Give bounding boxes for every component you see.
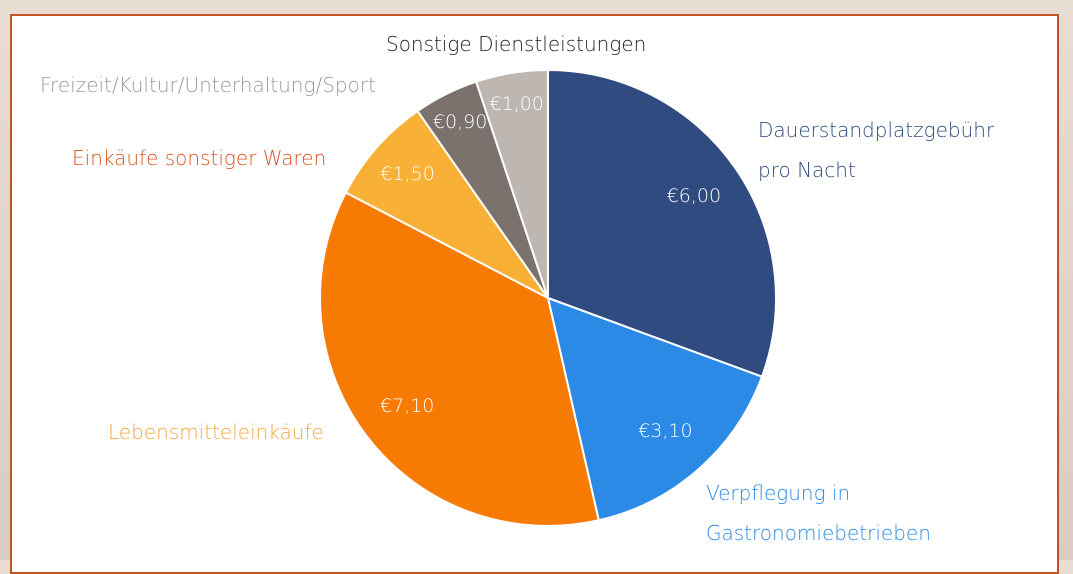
pie-chart: €6,00 €3,10 €7,10 €1,50 €0,90€1,00	[319, 68, 777, 527]
category-label: Verpflegung in Gastronomiebetrieben	[706, 481, 931, 545]
category-label: Freizeit/Kultur/Unterhaltung/Sport	[40, 73, 376, 97]
value-label: €1,00	[490, 93, 544, 115]
pie-slice	[474, 68, 549, 299]
value-label: €1,50	[380, 163, 434, 185]
value-label: €0,90	[433, 111, 487, 133]
category-label: Einkäufe sonstiger Waren	[72, 146, 327, 170]
value-label: €6,00	[667, 185, 721, 207]
pie-slice	[546, 296, 764, 522]
category-label: Dauerstandplatzgebühr pro Nacht	[758, 118, 995, 182]
chart: €6,00 €3,10 €7,10 €1,50 €0,90 €1,00 Dauerstan…	[40, 32, 995, 545]
value-label: €7,10	[380, 395, 434, 417]
value-label: €3,10	[638, 420, 692, 442]
pie-slice	[319, 191, 600, 527]
pie-slice	[344, 109, 549, 299]
category-label: Lebensmitteleinkäufe	[108, 420, 324, 444]
pie-slice	[547, 68, 777, 379]
category-label: Sonstige Dienstleistungen	[386, 32, 647, 56]
